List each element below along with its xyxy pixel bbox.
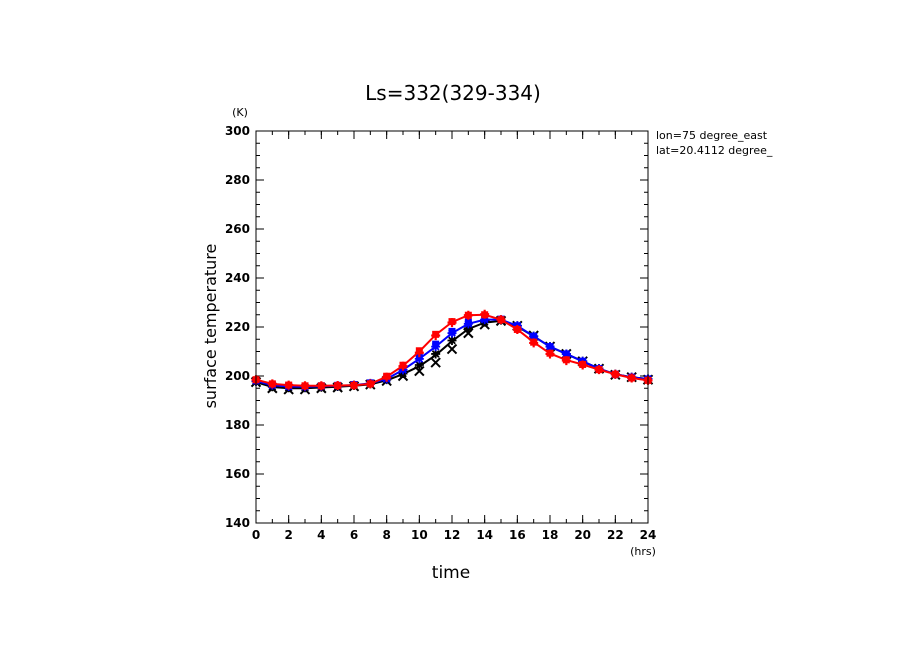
x-tick-label: 20	[574, 528, 591, 542]
data-point	[383, 372, 391, 380]
data-point	[285, 381, 293, 389]
x-tick-label: 4	[317, 528, 325, 542]
data-point	[497, 316, 505, 324]
data-point	[301, 382, 309, 390]
x-tick-label: 16	[509, 528, 526, 542]
y-tick-label: 220	[225, 320, 250, 334]
y-tick-label: 180	[225, 418, 250, 432]
data-point	[530, 338, 538, 346]
x-axis-label: time	[432, 563, 470, 583]
axis-ticks: 0 2 4 6 8 10 12 14 16 18 20 22 241401601802002202402…	[225, 124, 656, 542]
data-point	[546, 349, 554, 357]
data-point	[268, 380, 276, 388]
x-tick-label: 10	[411, 528, 428, 542]
data-point	[350, 381, 358, 389]
x-tick-label: 6	[350, 528, 358, 542]
data-point	[447, 335, 457, 345]
y-axis-label: surface temperature	[201, 244, 220, 409]
data-point	[562, 350, 570, 358]
data-point	[399, 361, 407, 369]
data-point	[446, 343, 458, 355]
y-tick-label: 160	[225, 467, 250, 481]
x-tick-label: 18	[542, 528, 559, 542]
plot-frame	[255, 130, 649, 524]
data-point	[432, 330, 440, 338]
x-tick-label: 2	[284, 528, 292, 542]
annotation-lon: lon=75 degree_east	[656, 129, 768, 142]
data-point	[448, 327, 456, 335]
x-tick-label: 14	[476, 528, 493, 542]
data-point	[431, 349, 441, 359]
data-point	[562, 356, 570, 364]
data-point	[530, 332, 538, 340]
x-tick-label: 12	[444, 528, 461, 542]
data-point	[448, 318, 456, 326]
data-point	[414, 360, 424, 370]
data-point	[628, 374, 636, 382]
data-point	[432, 340, 440, 348]
data-point	[579, 360, 587, 368]
y-tick-label: 240	[225, 271, 250, 285]
y-axis-unit: (K)	[232, 106, 248, 119]
data-point	[317, 382, 325, 390]
chart-title: Ls=332(329-334)	[365, 81, 541, 105]
data-point	[513, 325, 521, 333]
data-point	[334, 382, 342, 390]
y-tick-label: 280	[225, 173, 250, 187]
annotation-lat: lat=20.4112 degree_	[656, 144, 773, 157]
data-point	[481, 311, 489, 319]
y-tick-label: 300	[225, 124, 250, 138]
data-point	[464, 311, 472, 319]
data-point	[546, 343, 554, 351]
data-point	[611, 370, 619, 378]
x-axis-unit: (hrs)	[630, 545, 656, 558]
x-tick-label: 24	[640, 528, 657, 542]
data-point	[430, 357, 441, 368]
x-tick-label: 8	[382, 528, 390, 542]
data-point	[366, 380, 374, 388]
y-tick-label: 260	[225, 222, 250, 236]
data-point	[464, 318, 472, 326]
plot-area	[250, 309, 654, 395]
x-tick-label: 22	[607, 528, 624, 542]
series-2	[251, 309, 653, 391]
y-tick-label: 140	[225, 516, 250, 530]
y-tick-label: 200	[225, 369, 250, 383]
series-0	[250, 315, 654, 395]
x-tick-label: 0	[252, 528, 260, 542]
data-point	[415, 347, 423, 355]
data-point	[595, 366, 603, 374]
